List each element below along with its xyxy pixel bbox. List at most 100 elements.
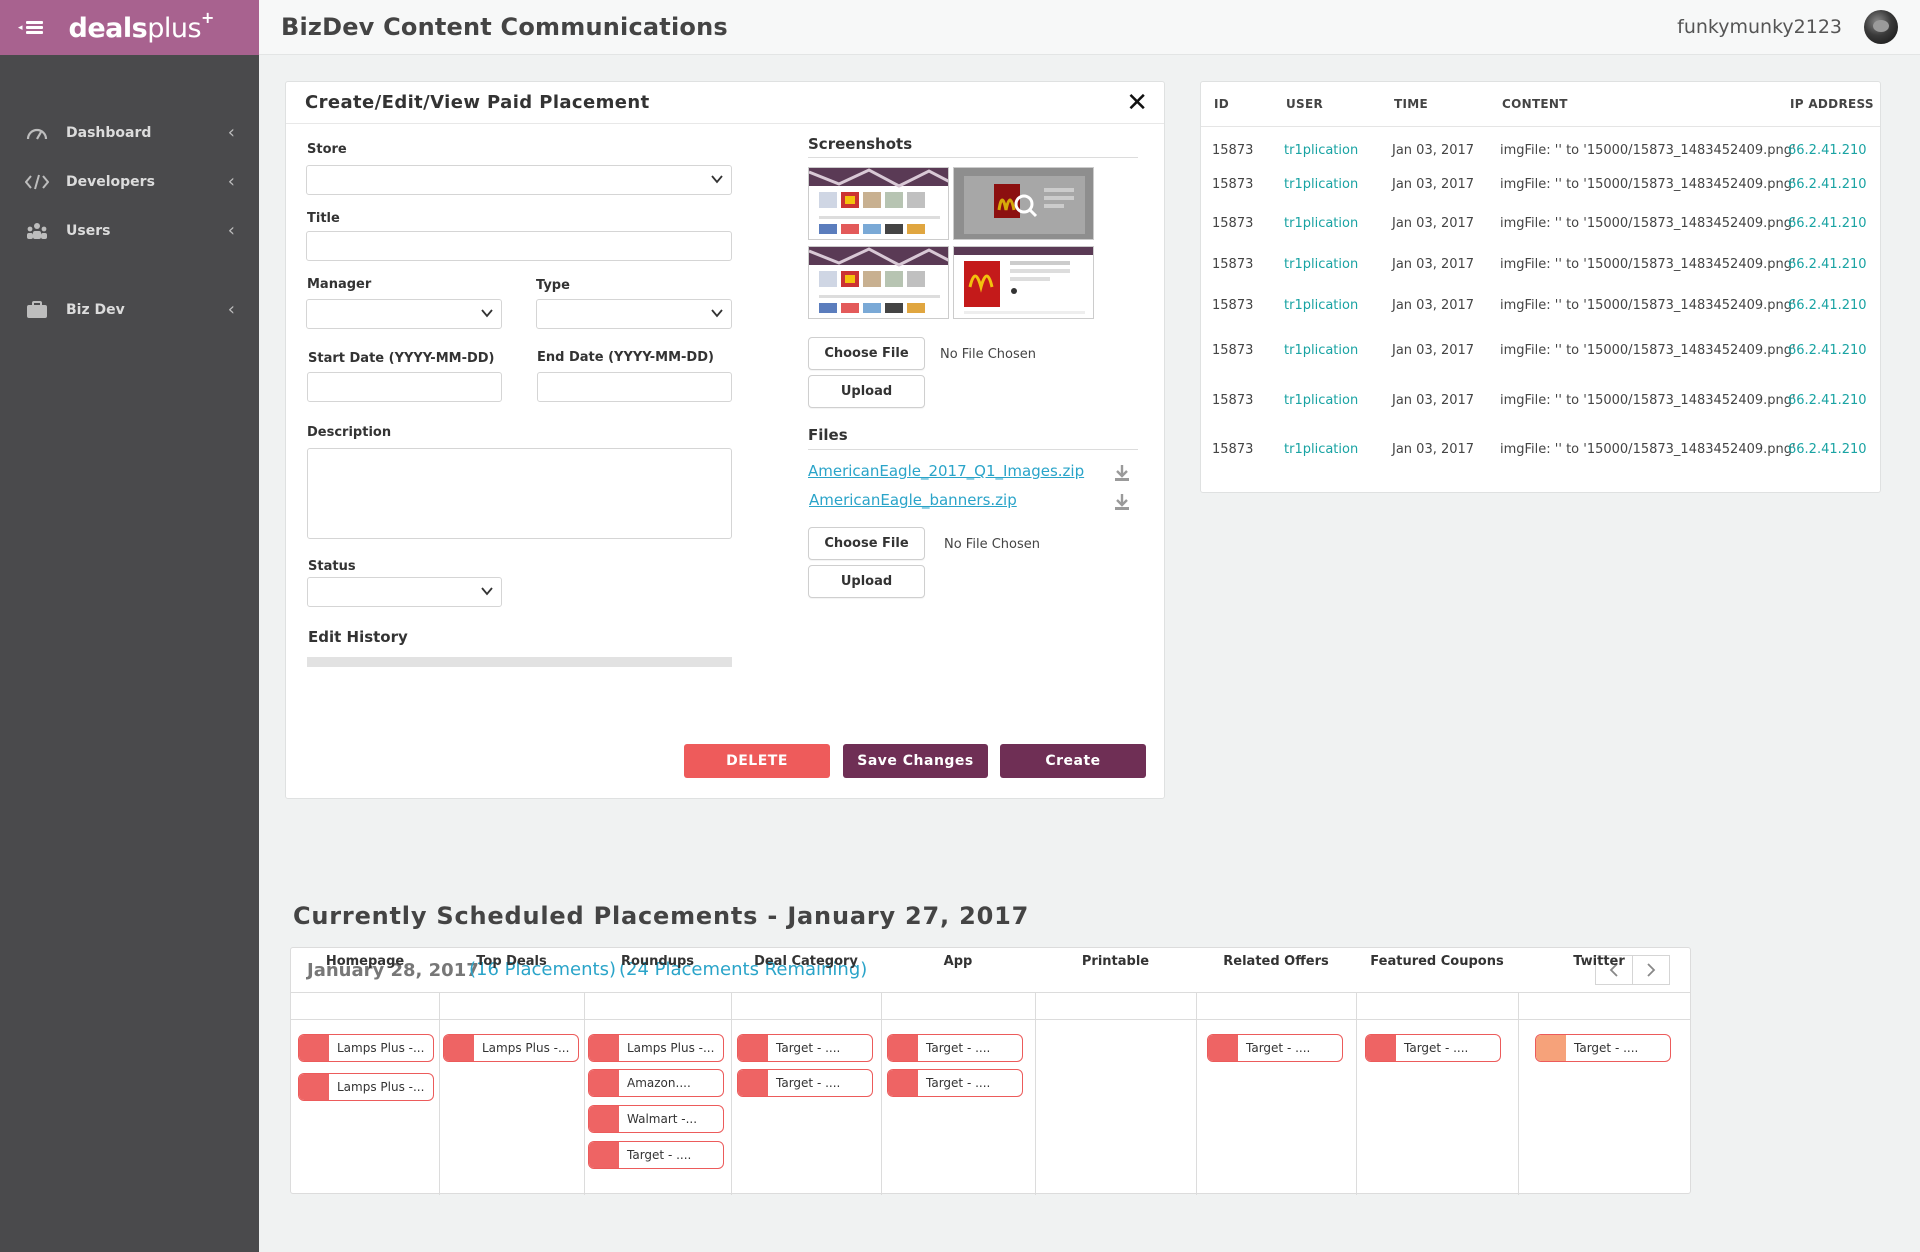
choose-screenshot-button[interactable]: Choose File (808, 337, 925, 370)
end-date-input[interactable] (537, 372, 732, 402)
cell-content: imgFile: '' to '15000/15873_1483452409.p… (1500, 216, 1796, 231)
cell-ip[interactable]: 66.2.41.210 (1788, 298, 1867, 313)
edit-history-bar (307, 657, 732, 667)
menu-toggle-button[interactable]: ◂ (18, 21, 43, 34)
table-row: 15873 tr1plication Jan 03, 2017 imgFile: ''… (1201, 257, 1880, 277)
type-select[interactable] (536, 299, 732, 329)
create-button[interactable]: Create (1000, 744, 1146, 778)
title-input[interactable] (306, 231, 732, 261)
sidebar-item-biz-dev[interactable]: Biz Dev ‹ (0, 285, 259, 334)
placement-chip[interactable]: Lamps Plus -... (443, 1034, 579, 1062)
chevron-left-icon: ‹ (227, 171, 235, 192)
chevron-left-icon (1609, 963, 1618, 977)
cell-ip[interactable]: 66.2.41.210 (1788, 442, 1867, 457)
placement-chip[interactable]: Target - .... (1365, 1034, 1501, 1062)
cell-content: imgFile: '' to '15000/15873_1483452409.p… (1500, 298, 1796, 313)
upload-file-button[interactable]: Upload (808, 565, 925, 598)
status-select[interactable] (307, 577, 502, 607)
cell-ip[interactable]: 66.2.41.210 (1788, 177, 1867, 192)
store-select[interactable] (306, 165, 732, 195)
sidebar-nav: Dashboard ‹ Developers ‹ Users ‹ Biz Dev… (0, 55, 259, 334)
cell-ip[interactable]: 66.2.41.210 (1788, 257, 1867, 272)
cell-ip[interactable]: 66.2.41.210 (1788, 143, 1867, 158)
sidebar-item-label: Developers (66, 173, 155, 190)
briefcase-icon (24, 300, 50, 320)
column-header-id: ID (1214, 97, 1230, 111)
edit-history-heading: Edit History (308, 628, 408, 646)
sidebar-item-users[interactable]: Users ‹ (0, 206, 259, 255)
cell-id: 15873 (1212, 343, 1254, 358)
placement-chip[interactable]: Amazon.... (588, 1069, 724, 1097)
choose-file-button[interactable]: Choose File (808, 527, 925, 560)
cell-user[interactable]: tr1plication (1284, 343, 1359, 358)
placement-chip[interactable]: Target - .... (588, 1141, 724, 1169)
divider (808, 449, 1138, 450)
placement-color-swatch (589, 1106, 619, 1132)
screenshot-thumbnail[interactable] (953, 167, 1094, 240)
avatar[interactable] (1864, 10, 1898, 44)
placement-color-swatch (888, 1035, 918, 1061)
manager-select[interactable] (306, 299, 502, 329)
cell-time: Jan 03, 2017 (1392, 393, 1475, 408)
file-link[interactable]: AmericanEagle_2017_Q1_Images.zip (808, 462, 1085, 480)
placement-chip[interactable]: Lamps Plus -... (588, 1034, 724, 1062)
cell-ip[interactable]: 66.2.41.210 (1788, 393, 1867, 408)
sidebar-item-dashboard[interactable]: Dashboard ‹ (0, 108, 259, 157)
gauge-icon (24, 123, 50, 143)
screenshot-thumbnail[interactable] (953, 246, 1094, 319)
cell-content: imgFile: '' to '15000/15873_1483452409.p… (1500, 257, 1796, 272)
placement-chip[interactable]: Lamps Plus -... (298, 1073, 434, 1101)
placement-chip[interactable]: Target - .... (737, 1034, 873, 1062)
placement-chip[interactable]: Target - .... (887, 1069, 1023, 1097)
placements-remaining-link[interactable]: (24 Placements Remaining) (619, 959, 868, 980)
screenshot-thumbnail[interactable] (808, 246, 949, 319)
placements-count-link[interactable]: (16 Placements) (469, 959, 616, 980)
cell-user[interactable]: tr1plication (1284, 177, 1359, 192)
sidebar: ◂ dealsplus+ Dashboard ‹ Developers ‹ Us… (0, 0, 259, 1252)
users-icon (24, 221, 50, 241)
cell-ip[interactable]: 66.2.41.210 (1788, 216, 1867, 231)
download-icon[interactable] (1114, 464, 1130, 482)
cell-user[interactable]: tr1plication (1284, 298, 1359, 313)
cell-ip[interactable]: 66.2.41.210 (1788, 343, 1867, 358)
panel-header: Create/Edit/View Paid Placement ✕ (286, 82, 1164, 124)
placement-chip-label: Amazon.... (627, 1076, 691, 1090)
chevron-left-icon: ‹ (227, 299, 235, 320)
divider (808, 157, 1138, 158)
placement-chip[interactable]: Walmart -... (588, 1105, 724, 1133)
cell-time: Jan 03, 2017 (1392, 257, 1475, 272)
placement-chip[interactable]: Lamps Plus -... (298, 1034, 434, 1062)
description-textarea[interactable] (307, 448, 732, 539)
upload-screenshot-button[interactable]: Upload (808, 375, 925, 408)
placement-color-swatch (1536, 1035, 1566, 1061)
placement-chip-label: Target - .... (776, 1076, 841, 1090)
file-link[interactable]: AmericanEagle_banners.zip (809, 491, 1017, 509)
logo[interactable]: dealsplus+ (68, 7, 215, 44)
screenshot-thumbnail[interactable] (808, 167, 949, 240)
start-date-input[interactable] (307, 372, 502, 402)
delete-button[interactable]: DELETE (684, 744, 830, 778)
placement-chip[interactable]: Target - .... (887, 1034, 1023, 1062)
placement-chip[interactable]: Target - .... (1207, 1034, 1343, 1062)
cell-user[interactable]: tr1plication (1284, 442, 1359, 457)
cell-user[interactable]: tr1plication (1284, 257, 1359, 272)
cell-user[interactable]: tr1plication (1284, 216, 1359, 231)
placement-chip-label: Lamps Plus -... (627, 1041, 715, 1055)
cell-content: imgFile: '' to '15000/15873_1483452409.p… (1500, 177, 1796, 192)
save-changes-button[interactable]: Save Changes (843, 744, 988, 778)
close-icon[interactable]: ✕ (1126, 87, 1148, 118)
placement-color-swatch (1366, 1035, 1396, 1061)
column-header-top-deals: Top Deals (476, 954, 547, 969)
download-icon[interactable] (1114, 493, 1130, 511)
cell-user[interactable]: tr1plication (1284, 143, 1359, 158)
column-header-roundups: Roundups (620, 954, 695, 969)
next-day-button[interactable] (1632, 955, 1670, 985)
store-label: Store (307, 142, 347, 157)
placement-chip[interactable]: Target - .... (737, 1069, 873, 1097)
column-divider (1356, 993, 1357, 1195)
placement-chip[interactable]: Target - .... (1535, 1034, 1671, 1062)
cell-user[interactable]: tr1plication (1284, 393, 1359, 408)
sidebar-item-developers[interactable]: Developers ‹ (0, 157, 259, 206)
username[interactable]: funkymunky2123 (1677, 16, 1842, 38)
no-file-text: No File Chosen (944, 537, 1040, 552)
